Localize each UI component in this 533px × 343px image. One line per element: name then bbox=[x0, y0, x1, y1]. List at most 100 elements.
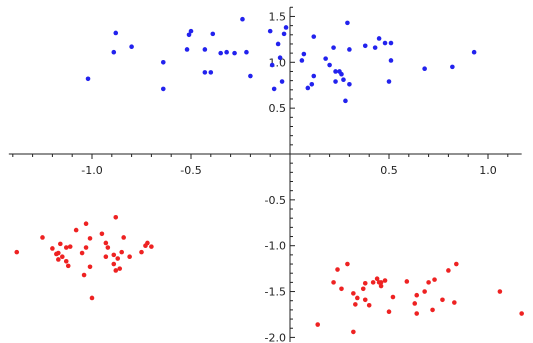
red-data-point bbox=[412, 301, 418, 306]
red-data-point bbox=[404, 279, 410, 284]
red-data-point bbox=[73, 227, 79, 233]
blue-data-point bbox=[362, 43, 368, 49]
red-data-point bbox=[119, 249, 124, 255]
red-data-point bbox=[113, 268, 119, 273]
red-data-point bbox=[382, 278, 388, 283]
red-data-point bbox=[87, 264, 93, 270]
x-tick-label: -0.5 bbox=[180, 164, 201, 177]
red-data-point bbox=[345, 261, 350, 267]
red-data-point bbox=[117, 266, 123, 271]
blue-data-point bbox=[450, 64, 455, 70]
y-tick-label: -0.5 bbox=[265, 194, 286, 207]
red-data-point bbox=[378, 283, 384, 289]
y-tick-label: 1.5 bbox=[269, 10, 287, 23]
blue-data-point bbox=[376, 36, 382, 41]
blue-data-point bbox=[184, 47, 190, 52]
blue-data-point bbox=[188, 28, 194, 34]
blue-data-point bbox=[202, 70, 208, 75]
red-data-point bbox=[335, 267, 340, 272]
blue-data-point bbox=[208, 70, 214, 75]
red-data-point bbox=[390, 294, 396, 300]
red-data-point bbox=[378, 280, 384, 285]
x-tick-label: 1.0 bbox=[479, 164, 497, 177]
blue-data-point bbox=[248, 73, 253, 79]
blue-data-point bbox=[85, 76, 91, 82]
red-data-point bbox=[426, 280, 431, 285]
red-data-point bbox=[103, 254, 109, 260]
blue-data-point bbox=[186, 32, 192, 38]
blue-data-point bbox=[160, 60, 166, 65]
blue-data-point bbox=[160, 86, 166, 92]
blue-data-point bbox=[305, 85, 311, 91]
red-data-point bbox=[58, 241, 63, 247]
red-data-point bbox=[56, 250, 61, 256]
red-data-point bbox=[127, 254, 132, 260]
red-data-point bbox=[111, 261, 117, 267]
red-data-point bbox=[374, 276, 380, 282]
red-data-point bbox=[87, 236, 93, 241]
blue-data-point bbox=[271, 86, 277, 92]
blue-data-point bbox=[333, 79, 338, 84]
red-data-point bbox=[65, 263, 71, 269]
blue-data-point bbox=[299, 58, 305, 63]
blue-data-point bbox=[333, 69, 338, 74]
red-data-point bbox=[355, 295, 360, 301]
red-data-point bbox=[56, 257, 61, 262]
red-data-point bbox=[105, 245, 111, 250]
blue-data-point bbox=[347, 82, 352, 87]
x-tick-label: -1.0 bbox=[81, 164, 102, 177]
blue-data-point bbox=[267, 28, 273, 34]
red-data-point bbox=[339, 286, 344, 292]
blue-data-point bbox=[323, 56, 328, 61]
blue-data-point bbox=[281, 31, 287, 37]
blue-data-point bbox=[129, 44, 134, 50]
red-data-point bbox=[360, 286, 366, 292]
blue-data-point bbox=[327, 62, 332, 68]
red-data-point bbox=[370, 280, 376, 285]
red-data-point bbox=[149, 244, 154, 249]
red-data-point bbox=[115, 256, 121, 261]
red-data-point bbox=[366, 303, 372, 308]
red-data-point bbox=[331, 280, 336, 285]
red-data-point bbox=[89, 295, 95, 301]
red-data-point bbox=[315, 322, 321, 327]
red-data-point bbox=[353, 302, 358, 307]
red-data-point bbox=[422, 289, 427, 294]
blue-data-point bbox=[240, 16, 245, 22]
blue-data-point bbox=[388, 58, 394, 63]
blue-data-point bbox=[275, 41, 281, 47]
red-data-point bbox=[50, 246, 55, 251]
blue-data-point bbox=[113, 30, 119, 36]
blue-data-point bbox=[311, 34, 317, 39]
blue-data-point bbox=[283, 25, 289, 30]
red-data-point bbox=[81, 272, 87, 278]
red-data-point bbox=[519, 311, 524, 316]
blue-data-point bbox=[422, 66, 427, 72]
blue-data-point bbox=[386, 79, 392, 84]
red-data-point bbox=[145, 240, 150, 246]
blue-data-point bbox=[341, 77, 346, 83]
red-data-point bbox=[351, 291, 356, 296]
blue-data-point bbox=[331, 45, 336, 50]
blue-data-point bbox=[232, 50, 237, 56]
red-data-point bbox=[121, 235, 126, 240]
red-data-point bbox=[430, 307, 435, 313]
red-data-point bbox=[60, 254, 65, 260]
blue-data-point bbox=[111, 49, 117, 55]
red-data-point bbox=[414, 311, 420, 316]
red-data-point bbox=[362, 297, 368, 303]
blue-data-point bbox=[372, 45, 378, 50]
red-data-point bbox=[497, 289, 503, 294]
red-data-point bbox=[386, 309, 392, 315]
blue-data-point bbox=[218, 50, 223, 56]
red-data-point bbox=[454, 261, 459, 267]
blue-data-point bbox=[311, 73, 317, 79]
blue-data-point bbox=[301, 51, 307, 57]
red-data-point bbox=[103, 240, 109, 246]
blue-data-point bbox=[309, 82, 315, 87]
blue-data-point bbox=[382, 40, 388, 46]
blue-data-point bbox=[345, 20, 350, 26]
red-data-point bbox=[113, 214, 119, 220]
blue-data-point bbox=[210, 31, 216, 37]
